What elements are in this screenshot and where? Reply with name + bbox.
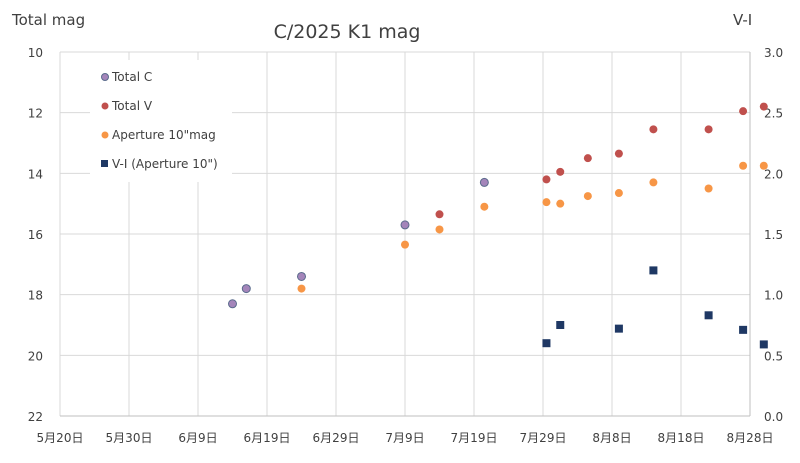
data-point-vi: [556, 321, 565, 329]
data-point: [542, 175, 551, 184]
data-point: [583, 154, 592, 163]
legend-box: [90, 60, 232, 182]
y-left-tick-label: 16: [28, 228, 43, 242]
y-axis-right-label: V-I: [733, 11, 752, 29]
data-point: [556, 199, 565, 208]
y-left-tick-label: 10: [28, 46, 43, 60]
x-tick-label: 7月29日: [520, 431, 567, 445]
data-point: [649, 178, 658, 187]
data-point-vi: [704, 311, 713, 320]
y-right-tick-label: 2.0: [764, 167, 783, 181]
y-right-tick-label: 1.5: [764, 228, 783, 242]
data-point: [542, 198, 551, 207]
data-point: [400, 220, 410, 230]
x-tick-label: 8月28日: [727, 431, 774, 445]
data-point: [649, 125, 658, 134]
data-point: [739, 161, 748, 170]
data-point: [759, 102, 768, 111]
y-left-tick-label: 18: [28, 289, 43, 303]
legend-marker: [101, 102, 109, 110]
data-point: [297, 284, 306, 293]
x-tick-label: 5月20日: [37, 431, 84, 445]
data-point: [241, 284, 251, 294]
legend: Total C Total V Aperture 10"mag V-I (Apertu…: [90, 60, 232, 182]
x-tick-label: 6月29日: [313, 431, 360, 445]
data-point: [401, 240, 409, 249]
y-right-tick-label: 1.0: [764, 289, 783, 303]
data-point: [614, 149, 623, 158]
data-point-vi: [542, 339, 551, 348]
data-point: [614, 189, 623, 198]
y-left-tick-label: 22: [28, 410, 43, 424]
legend-label: V-I (Aperture 10"): [112, 157, 218, 171]
data-point-vi: [739, 325, 748, 334]
legend-marker: [101, 131, 109, 139]
x-tick-label: 7月19日: [451, 431, 498, 445]
data-point: [435, 210, 444, 219]
data-point: [704, 184, 713, 193]
data-point: [556, 167, 565, 176]
data-marks: [228, 102, 768, 349]
data-point-vi: [614, 324, 623, 333]
data-point: [704, 125, 713, 134]
x-tick-label: 8月18日: [658, 431, 705, 445]
tick-labels: 10 12 14 16 18 20 22 0.0 0.5 1.0 1.5 2.0 2.5 3.0 5月20日…: [28, 46, 783, 445]
y-right-tick-label: 3.0: [764, 46, 783, 60]
legend-marker: [101, 160, 108, 167]
legend-label: Aperture 10"mag: [112, 128, 216, 142]
x-tick-label: 6月9日: [178, 431, 217, 445]
x-tick-label: 5月30日: [106, 431, 153, 445]
data-point: [583, 192, 592, 201]
data-point: [228, 299, 237, 309]
x-tick-label: 8月8日: [592, 431, 631, 445]
x-tick-label: 7月9日: [385, 431, 424, 445]
data-point: [297, 271, 306, 281]
y-left-tick-label: 20: [28, 349, 43, 363]
y-right-tick-label: 0.5: [764, 349, 783, 363]
y-left-tick-label: 12: [28, 107, 43, 121]
data-point: [435, 225, 444, 234]
chart-title: C/2025 K1 mag: [274, 21, 421, 43]
data-point: [480, 202, 489, 211]
axes: [60, 52, 751, 417]
x-tick-label: 6月19日: [244, 431, 291, 445]
data-point: [739, 107, 748, 116]
legend-marker: [101, 73, 109, 81]
y-right-tick-label: 0.0: [764, 410, 783, 424]
y-right-tick-label: 2.5: [764, 107, 783, 121]
y-axis-left-label: Total mag: [11, 11, 85, 29]
data-point: [479, 177, 489, 187]
data-point: [759, 161, 768, 170]
legend-label: Total C: [111, 70, 152, 84]
data-point-vi: [759, 340, 768, 349]
y-left-tick-label: 14: [28, 167, 43, 181]
legend-label: Total V: [111, 99, 153, 113]
data-point-vi: [649, 266, 658, 275]
